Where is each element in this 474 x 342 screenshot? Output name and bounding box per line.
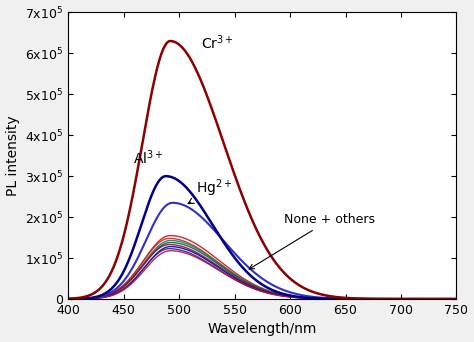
Text: None + others: None + others <box>249 213 375 269</box>
X-axis label: Wavelength/nm: Wavelength/nm <box>208 323 317 337</box>
Text: Hg$^{2+}$: Hg$^{2+}$ <box>188 178 232 203</box>
Text: Cr$^{3+}$: Cr$^{3+}$ <box>201 34 234 52</box>
Y-axis label: PL intensity: PL intensity <box>6 115 19 196</box>
Text: Al$^{3+}$: Al$^{3+}$ <box>133 148 163 167</box>
